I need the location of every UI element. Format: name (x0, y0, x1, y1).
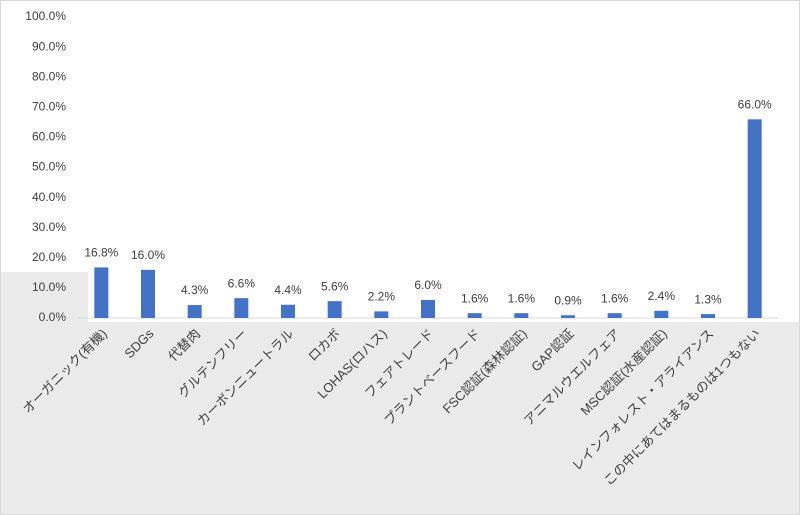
bar (467, 313, 482, 318)
bar (374, 311, 389, 318)
bar (281, 304, 295, 318)
data-label: 2.2% (368, 290, 396, 304)
data-label: 1.6% (508, 291, 536, 305)
y-tick-label: 50.0% (32, 160, 66, 174)
data-label: 6.0% (414, 278, 442, 292)
data-label: 5.6% (321, 279, 349, 293)
data-label: 2.4% (648, 289, 676, 303)
y-tick-label: 0.0% (39, 310, 67, 324)
y-tick-label: 80.0% (32, 69, 66, 83)
bar (514, 313, 529, 318)
bar (421, 299, 435, 318)
data-label: 1.3% (694, 292, 722, 306)
bar (701, 314, 715, 318)
bar (654, 310, 669, 318)
bar (94, 267, 109, 318)
data-label: 0.9% (554, 293, 582, 307)
y-tick-label: 40.0% (32, 190, 66, 204)
data-label: 6.6% (228, 276, 256, 290)
bar (327, 301, 342, 318)
background-shade (0, 322, 800, 515)
bar (747, 119, 762, 318)
data-label: 16.0% (131, 248, 165, 262)
data-label: 4.4% (274, 283, 302, 297)
bar (561, 315, 575, 318)
y-tick-label: 20.0% (32, 250, 66, 264)
data-label: 4.3% (181, 283, 209, 297)
bar (607, 313, 622, 318)
y-tick-label: 10.0% (32, 280, 66, 294)
y-tick-label: 70.0% (32, 99, 66, 113)
data-label: 66.0% (738, 98, 772, 112)
bar (141, 269, 155, 318)
y-tick-label: 60.0% (32, 130, 66, 144)
data-label: 1.6% (601, 291, 629, 305)
y-tick-label: 90.0% (32, 39, 66, 53)
bar (187, 305, 202, 318)
y-tick-label: 100.0% (25, 9, 66, 23)
data-label: 1.6% (461, 291, 489, 305)
bar (234, 298, 249, 318)
data-label: 16.8% (84, 246, 118, 260)
y-tick-label: 30.0% (32, 220, 66, 234)
